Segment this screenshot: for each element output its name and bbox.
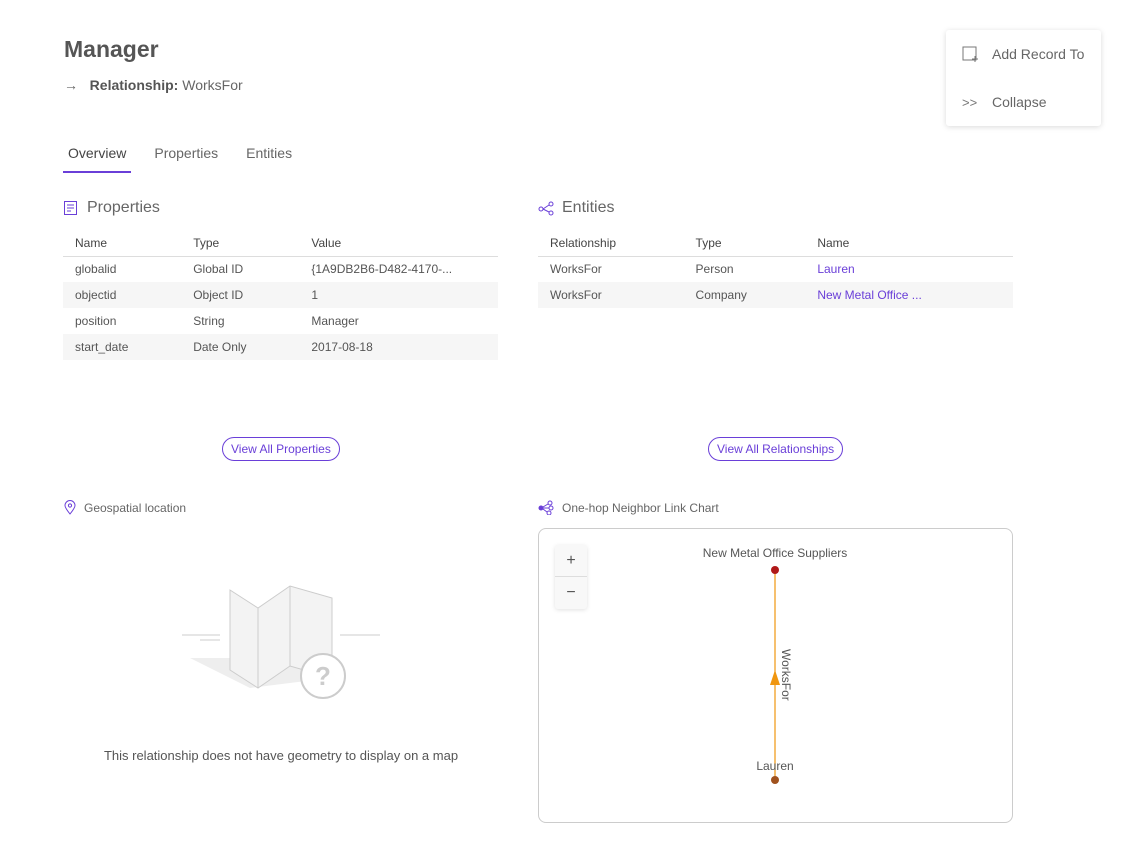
geo-title: Geospatial location — [84, 500, 187, 515]
cell: globalid — [75, 262, 117, 277]
cell: Date Only — [181, 334, 300, 360]
entity-link[interactable]: New Metal Office ... — [817, 288, 922, 302]
zoom-out-button[interactable]: − — [566, 584, 576, 601]
relationship-value: WorksFor — [182, 77, 243, 93]
no-geometry-message: This relationship does not have geometry… — [103, 748, 459, 763]
collapse-label: Collapse — [992, 94, 1047, 110]
cell: Global ID — [193, 262, 244, 277]
tab-entities[interactable]: Entities — [246, 145, 293, 161]
view-all-properties-button[interactable]: View All Properties — [222, 437, 340, 461]
cell: Company — [683, 282, 806, 308]
col-type: Type — [683, 230, 806, 257]
zoom-in-button[interactable]: + — [555, 545, 587, 577]
col-name: Name — [63, 230, 182, 257]
entities-title: Entities — [562, 199, 615, 216]
link-chart-graph: New Metal Office Suppliers Lauren WorksF… — [703, 546, 848, 784]
svg-text:?: ? — [315, 661, 331, 691]
cell: position — [75, 314, 117, 328]
table-row: WorksFor Company New Metal Office ... — [538, 282, 1013, 308]
add-record-icon — [962, 46, 978, 62]
geo-heading: Geospatial location — [64, 500, 186, 515]
add-record-to-button[interactable]: Add Record To — [946, 30, 1101, 78]
cell: WorksFor — [538, 282, 684, 308]
zoom-controls: + − — [555, 545, 587, 609]
table-row: globalid Global ID {1A9DB2B6-D482-4170-... — [63, 256, 498, 282]
collapse-button[interactable]: >> Collapse — [946, 78, 1101, 126]
table-row: start_date Date Only 2017-08-18 — [63, 334, 498, 360]
node-label-person: Lauren — [756, 759, 793, 773]
cell: objectid — [63, 282, 182, 308]
relationship-label: Relationship: — [89, 77, 179, 93]
location-pin-icon — [64, 500, 76, 515]
link-chart-canvas[interactable]: + − New Metal Office Suppliers Lauren Wo… — [538, 528, 1013, 823]
entities-heading: Entities — [538, 199, 614, 217]
table-row: WorksFor Person Lauren — [538, 256, 1013, 282]
cell: start_date — [63, 334, 182, 360]
edge-arrow-icon — [770, 670, 780, 685]
col-value: Value — [299, 230, 498, 257]
properties-heading: Properties — [63, 199, 160, 217]
col-type: Type — [181, 230, 300, 257]
node-person[interactable] — [771, 776, 779, 784]
properties-title: Properties — [87, 199, 160, 216]
cell: {1A9DB2B6-D482-4170-... — [311, 262, 453, 277]
cell: WorksFor — [550, 262, 602, 277]
node-label-company: New Metal Office Suppliers — [703, 546, 848, 560]
properties-icon — [64, 201, 77, 215]
cell: Manager — [311, 314, 359, 328]
table-row: objectid Object ID 1 — [63, 282, 498, 308]
view-all-relationships-button[interactable]: View All Relationships — [708, 437, 844, 461]
table-row: position String Manager — [63, 308, 498, 334]
cell: Person — [695, 262, 734, 277]
edge-label: WorksFor — [779, 649, 793, 701]
cell: String — [193, 314, 225, 328]
col-name: Name — [805, 230, 1013, 257]
cell: 1 — [299, 282, 498, 308]
link-chart-title: One-hop Neighbor Link Chart — [562, 500, 719, 515]
tab-overview[interactable]: Overview — [63, 145, 132, 173]
properties-table: Name Type Value globalid Global ID {1A9DB2B6… — [63, 230, 498, 360]
link-chart-heading: One-hop Neighbor Link Chart — [538, 500, 719, 515]
add-record-label: Add Record To — [992, 46, 1085, 62]
entity-link[interactable]: Lauren — [817, 262, 855, 277]
link-chart-icon — [538, 500, 554, 515]
cell: 2017-08-18 — [299, 334, 498, 360]
page-title: Manager — [64, 36, 159, 62]
entities-table: Relationship Type Name WorksFor Person Laure… — [538, 230, 1013, 308]
tab-bar: Overview Properties Entities — [63, 145, 315, 173]
actions-menu: Add Record To >> Collapse — [946, 30, 1101, 126]
cell: Object ID — [181, 282, 300, 308]
empty-map-icon: ? — [182, 585, 380, 699]
collapse-icon: >> — [962, 94, 978, 110]
relationship-line: → Relationship: WorksFor — [64, 77, 243, 93]
entities-icon — [538, 201, 554, 216]
col-relationship: Relationship — [538, 230, 684, 257]
node-company[interactable] — [771, 566, 779, 574]
arrow-right-icon: → — [64, 77, 78, 93]
tab-properties[interactable]: Properties — [154, 145, 219, 161]
